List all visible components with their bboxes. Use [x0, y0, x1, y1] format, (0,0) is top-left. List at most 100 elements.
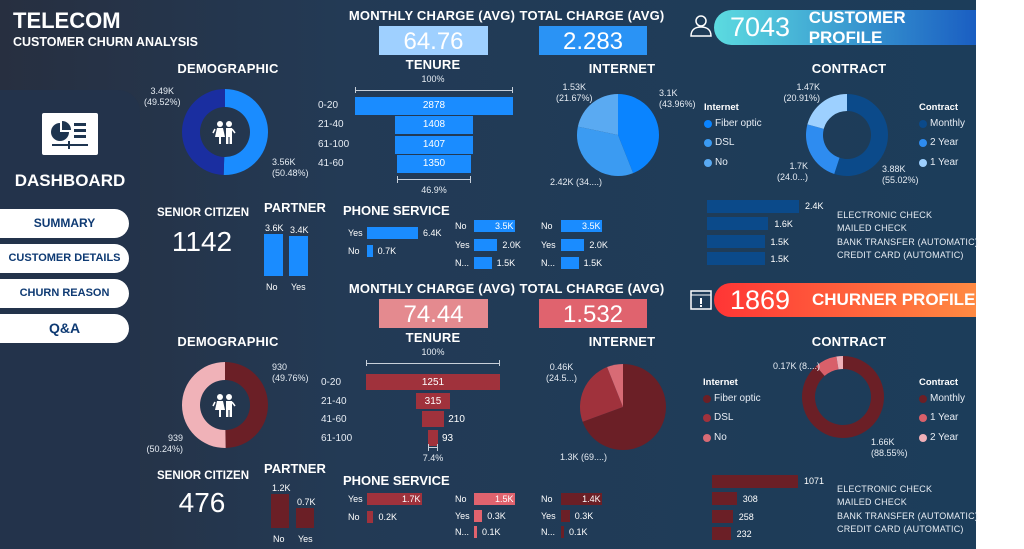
internet-data-label: 3.1K (43.96%) [659, 88, 696, 110]
payment-method-bar[interactable] [712, 492, 737, 506]
partner-bar[interactable] [296, 508, 314, 528]
phone-service-bar[interactable] [367, 245, 373, 257]
contract-data-label: 1.7K (24.0...) [772, 161, 808, 183]
partner-category: Yes [291, 282, 306, 292]
tenure-bottom-pct: 46.9% [421, 185, 447, 195]
payment-method-bar[interactable] [707, 251, 765, 265]
payment-method-bar[interactable] [707, 200, 799, 213]
nav-summary-button[interactable]: SUMMARY [0, 209, 129, 238]
tenure-bar[interactable] [416, 392, 450, 409]
multiple-lines-bar[interactable] [474, 509, 483, 522]
contract-donut-slice-2-year[interactable] [805, 124, 840, 174]
service2-category: Yes [541, 239, 556, 250]
payment-method-bar[interactable] [712, 475, 798, 488]
payment-method-bar[interactable] [712, 509, 733, 523]
tenure-bar[interactable] [355, 97, 513, 115]
phone-category: No [348, 246, 360, 256]
nav-qa-button[interactable]: Q&A [0, 314, 129, 343]
demographic-heading: DEMOGRAPHIC [177, 334, 279, 349]
multiple-lines-bar[interactable] [474, 220, 515, 232]
tenure-bar[interactable] [395, 135, 473, 154]
payment-method-label: MAILED CHECK [837, 223, 907, 234]
contract-data-label: 3.88K (55.02%) [882, 164, 919, 186]
partner-bar-value: 0.7K [297, 497, 316, 508]
demographic-label-value: 939 [167, 433, 183, 443]
people-icon [212, 392, 238, 418]
service2-bar[interactable] [561, 220, 602, 232]
tenure-bar-value: 93 [441, 433, 454, 445]
payment-method-bar[interactable] [707, 217, 769, 231]
demographic-label: 3.49K (49.52%) [144, 86, 181, 108]
internet-pie-slice-dsl[interactable] [580, 367, 623, 422]
contract-data-label-pct: (20.91%) [783, 93, 820, 103]
internet-pie-slice-dsl[interactable] [577, 126, 634, 176]
contract-data-label: 0.17K (8....) [773, 361, 821, 371]
internet-data-label-pct: (21.67%) [556, 93, 593, 103]
contract-legend-item: Monthly [930, 118, 966, 129]
service2-bar[interactable] [561, 257, 579, 269]
service2-bar[interactable] [561, 493, 603, 505]
nav-churn-reason-button[interactable]: CHURN REASON [0, 279, 129, 308]
multiple-lines-bar[interactable] [474, 238, 498, 251]
tenure-bar[interactable] [396, 154, 472, 173]
partner-bar[interactable] [264, 234, 283, 276]
tenure-bar[interactable] [366, 374, 500, 390]
multiple-lines-bar[interactable] [474, 526, 477, 538]
phone-service-bar[interactable] [367, 493, 422, 505]
contract-legend-title: Contract [919, 102, 959, 113]
tenure-bar[interactable] [428, 430, 438, 447]
demographic-label: 939 (50.24%) [143, 433, 183, 455]
phone-category: Yes [348, 494, 363, 504]
churner-count: 1869 [730, 284, 791, 315]
legend-dot [919, 433, 927, 442]
payment-method-bar[interactable] [707, 234, 765, 248]
phone-service-heading: PHONE SERVICE [343, 203, 450, 218]
tenure-top-bracket-line [366, 363, 500, 364]
internet-pie-slice-fiber-optic[interactable] [618, 94, 659, 174]
tenure-bottom-bracket-line [396, 179, 472, 180]
tenure-bar[interactable] [421, 411, 445, 428]
contract-donut-slice-monthly[interactable] [834, 94, 888, 176]
payment-method-label: CREDIT CARD (AUTOMATIC) [837, 523, 964, 534]
demographic-label-value: 3.56K [272, 157, 296, 167]
tenure-category: 0-20 [321, 377, 342, 388]
service2-category: N... [541, 527, 556, 537]
service2-bar-value: 3.5K [582, 221, 601, 231]
service2-bar[interactable] [561, 526, 564, 538]
total-charge-label: TOTAL CHARGE (AVG) [519, 8, 665, 23]
tenure-category: 41-60 [321, 414, 347, 426]
internet-legend-item: DSL [715, 137, 735, 149]
contract-legend-item: 1 Year [930, 156, 959, 168]
internet-pie-slice-fiber-optic[interactable] [582, 364, 667, 450]
contract-donut-slice-2-year[interactable] [836, 356, 843, 370]
senior-citizen-value: 1142 [171, 226, 233, 257]
phone-service-bar[interactable] [367, 511, 374, 523]
multiple-lines-bar[interactable] [474, 493, 515, 505]
partner-bar[interactable] [289, 236, 308, 276]
tenure-bar-value: 2878 [422, 100, 446, 111]
multiple-lines-bar-value: 0.1K [482, 527, 501, 537]
multiple-lines-category: N... [455, 258, 470, 268]
customer-profile-label: CUSTOMER PROFILE [808, 7, 906, 47]
payment-method-bar[interactable] [712, 526, 731, 540]
multiple-lines-bar[interactable] [474, 257, 492, 269]
nav-customer-details-button[interactable]: CUSTOMER DETAILS [0, 244, 129, 273]
partner-heading: PARTNER [264, 461, 326, 476]
senior-citizen-heading: SENIOR CITIZEN [157, 470, 250, 482]
internet-pie-slice-no[interactable] [607, 364, 623, 407]
internet-data-label-value: 0.46K [549, 362, 574, 372]
tenure-heading: TENURE [405, 330, 461, 345]
service2-bar-value: 1.5K [583, 258, 603, 268]
tenure-bar[interactable] [395, 116, 473, 135]
monthly-charge-value: 64.76 [379, 26, 488, 55]
service2-bar[interactable] [561, 509, 570, 522]
partner-bar[interactable] [271, 494, 289, 528]
service2-bar[interactable] [561, 238, 585, 251]
phone-service-bar[interactable] [367, 227, 418, 239]
user-icon [689, 14, 713, 38]
tenure-bar-value: 1251 [421, 377, 445, 388]
